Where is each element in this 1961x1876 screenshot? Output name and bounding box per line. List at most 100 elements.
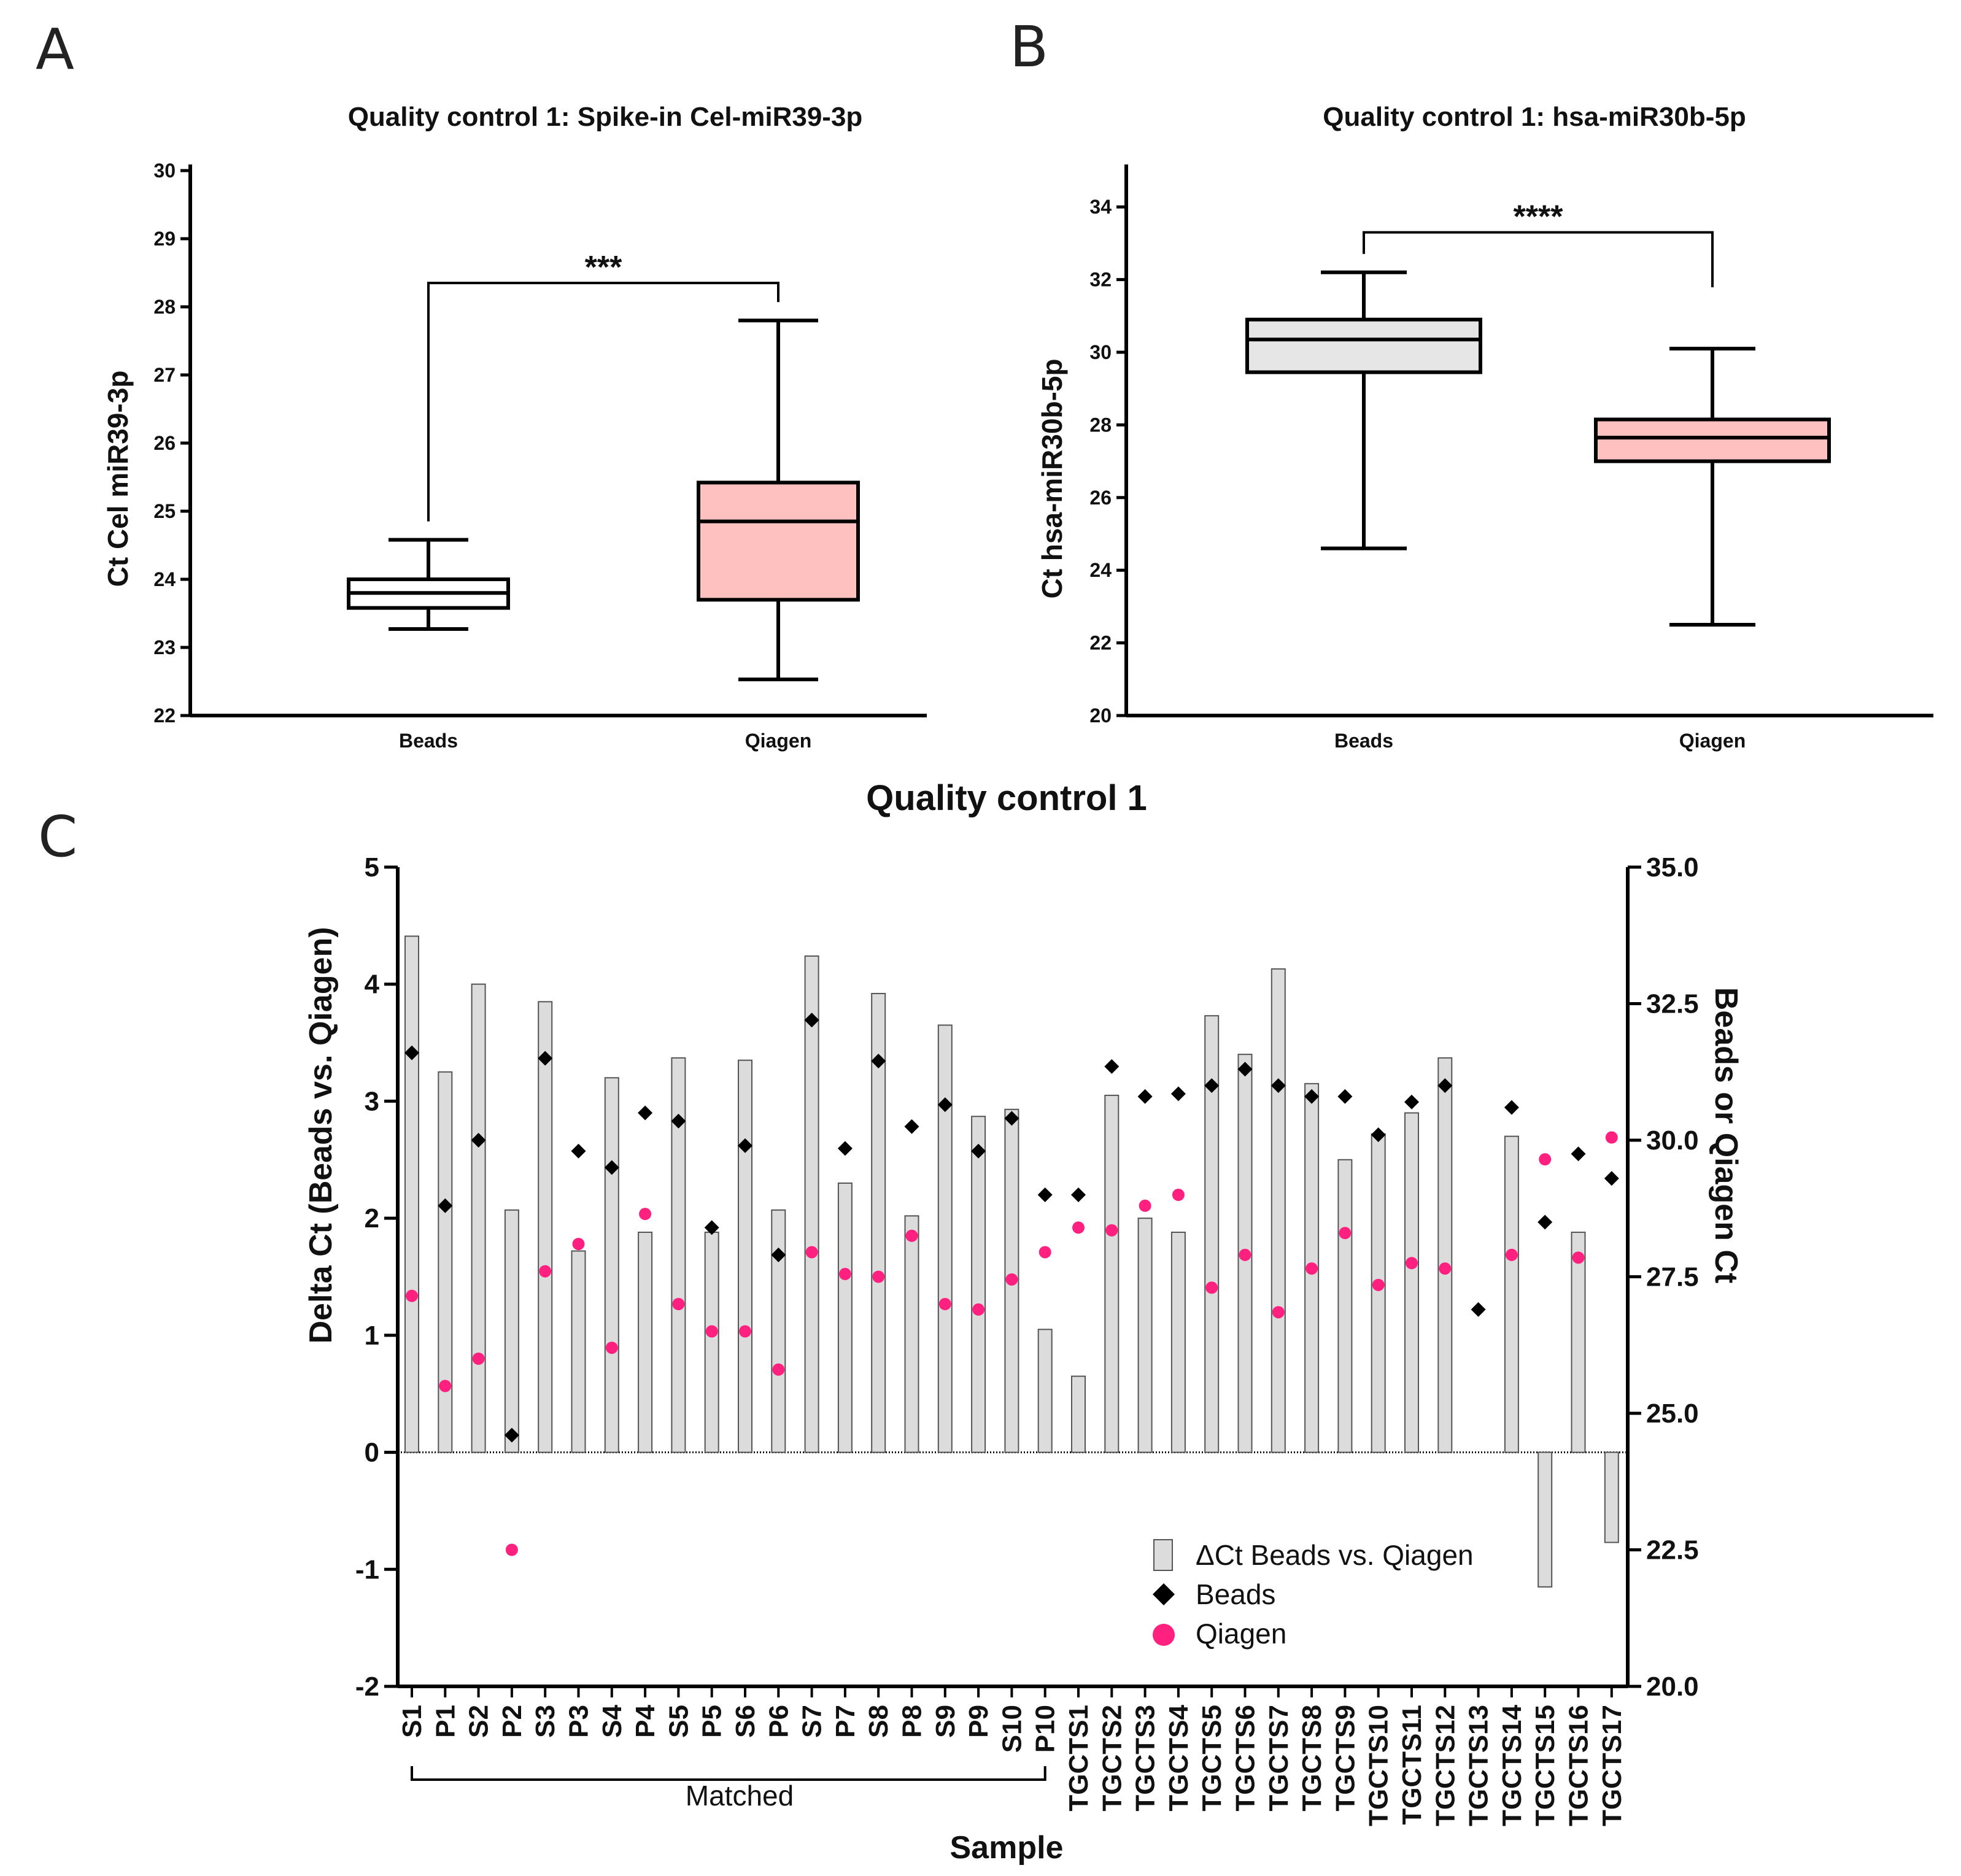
x-tick-label-S8: S8 [864, 1705, 894, 1738]
beads-point-P5 [704, 1220, 719, 1235]
panel-b-ylabel: Ct hsa-miR30b-5p [1036, 358, 1068, 598]
qiagen-point-S5 [672, 1298, 685, 1310]
x-tick-label-S3: S3 [530, 1705, 560, 1738]
panel-c-left-tick-label: -1 [355, 1554, 379, 1585]
panel-b-beads-category-label: Beads [1334, 730, 1393, 752]
x-tick-label-S10: S10 [997, 1705, 1027, 1753]
beads-point-TGCTS14 [1504, 1100, 1519, 1115]
panel-b-significance-label: **** [1514, 199, 1564, 235]
panel-c-left-tick-label: 5 [365, 852, 379, 882]
x-tick-label-P1: P1 [430, 1705, 460, 1738]
x-tick-label-TGCTS10: TGCTS10 [1364, 1705, 1394, 1826]
panel-a-significance-label: *** [585, 250, 622, 285]
x-tick-label-P2: P2 [497, 1705, 527, 1738]
panel-a-ytick-label: 29 [153, 228, 176, 250]
legend-label-delta: ΔCt Beads vs. Qiagen [1196, 1539, 1474, 1571]
delta-bar-P8 [904, 1215, 919, 1453]
panel-b-qiagen-category-label: Qiagen [1679, 730, 1746, 752]
x-tick-label-S1: S1 [397, 1705, 427, 1738]
panel-a-ytick-label: 25 [153, 500, 176, 522]
x-tick-label-TGCTS13: TGCTS13 [1464, 1705, 1494, 1826]
x-tick-label-S5: S5 [663, 1705, 694, 1738]
panel-c-right-tick-label: 35.0 [1646, 852, 1699, 882]
x-tick-label-TGCTS9: TGCTS9 [1330, 1705, 1360, 1812]
beads-point-S8 [871, 1053, 886, 1068]
panel-b-beads-box [1245, 317, 1482, 374]
beads-point-S6 [738, 1138, 752, 1153]
panel-b-ytick-label: 34 [1089, 196, 1112, 218]
qiagen-point-S1 [406, 1289, 418, 1302]
delta-bar-TGCTS17 [1604, 1451, 1619, 1543]
delta-bar-TGCTS15 [1537, 1451, 1553, 1588]
delta-bar-S3 [538, 1001, 553, 1453]
panel-b-ytick-label: 32 [1089, 269, 1112, 291]
beads-point-TGCTS10 [1371, 1127, 1386, 1143]
panel-a-ytick-label: 26 [153, 432, 176, 454]
panel-b-ytick-label: 22 [1089, 632, 1112, 654]
x-tick-label-TGCTS6: TGCTS6 [1231, 1705, 1261, 1812]
qiagen-point-TGCTS3 [1139, 1199, 1151, 1212]
matched-group-bracket [411, 1766, 1046, 1781]
delta-bar-TGCTS11 [1404, 1112, 1419, 1453]
legend: ΔCt Beads vs. Qiagen Beads Qiagen [1153, 1539, 1474, 1650]
delta-bar-TGCTS3 [1137, 1218, 1153, 1453]
delta-bar-TGCTS1 [1071, 1375, 1086, 1453]
beads-point-TGCTS4 [1170, 1086, 1186, 1102]
qiagen-point-S8 [872, 1270, 885, 1283]
delta-bar-S6 [738, 1059, 752, 1453]
x-tick-label-P5: P5 [697, 1705, 727, 1738]
panel-b-ytick-label: 26 [1089, 487, 1112, 509]
x-tick-label-TGCTS1: TGCTS1 [1064, 1705, 1094, 1812]
x-tick-label-TGCTS4: TGCTS4 [1164, 1704, 1194, 1811]
beads-point-TGCTS2 [1104, 1059, 1120, 1074]
panel-b-significance-bracket [1363, 231, 1714, 288]
panel-c-left-tick-label: 0 [365, 1438, 379, 1468]
panel-a-beads-category-label: Beads [399, 730, 458, 752]
beads-point-S1 [404, 1045, 419, 1060]
qiagen-point-TGCTS2 [1105, 1224, 1118, 1237]
qiagen-point-TGCTS8 [1305, 1262, 1318, 1275]
qiagen-point-TGCTS4 [1172, 1189, 1185, 1201]
beads-point-TGCTS9 [1337, 1089, 1353, 1104]
legend-swatch-delta [1153, 1539, 1173, 1571]
panel-c-right-tick-label: 22.5 [1646, 1535, 1699, 1565]
beads-point-P7 [837, 1141, 853, 1156]
beads-point-P1 [438, 1198, 453, 1213]
delta-bar-S4 [604, 1077, 619, 1453]
qiagen-point-TGCTS7 [1272, 1306, 1285, 1319]
x-tick-label-TGCTS8: TGCTS8 [1297, 1705, 1327, 1812]
qiagen-point-TGCTS10 [1372, 1278, 1385, 1291]
panel-c-ylabel-left: Delta Ct (Beads vs. Qiagen) [303, 927, 339, 1343]
x-tick-label-TGCTS2: TGCTS2 [1097, 1705, 1127, 1812]
qiagen-point-P2 [505, 1543, 518, 1556]
beads-point-TGCTS5 [1204, 1078, 1220, 1093]
delta-bar-TGCTS2 [1104, 1094, 1120, 1453]
panel-c-left-tick-label: 2 [365, 1203, 379, 1233]
panel-b-ytick-label: 28 [1089, 414, 1112, 436]
panel-c-right-tick-label: 20.0 [1646, 1672, 1699, 1702]
panel-c-right-tick-label: 30.0 [1646, 1125, 1699, 1156]
delta-bar-P1 [438, 1071, 453, 1453]
panel-c-ylabel-right: Beads or Qiagen Ct [1708, 987, 1744, 1284]
panel-c-left-tick-label: 4 [365, 970, 380, 1000]
beads-point-S5 [671, 1113, 686, 1129]
beads-point-TGCTS3 [1137, 1089, 1153, 1104]
delta-bar-TGCTS16 [1571, 1232, 1586, 1453]
qiagen-point-TGCTS17 [1605, 1131, 1618, 1144]
qiagen-point-P9 [972, 1303, 985, 1316]
beads-point-S2 [471, 1133, 486, 1148]
qiagen-point-TGCTS6 [1239, 1248, 1251, 1261]
delta-bar-TGCTS9 [1337, 1159, 1353, 1453]
panel-a-ytick-label: 23 [153, 636, 176, 658]
panel-c-right-tick-label: 32.5 [1646, 989, 1699, 1019]
beads-point-TGCTS16 [1571, 1146, 1586, 1162]
x-tick-label-S9: S9 [930, 1705, 961, 1738]
delta-bar-P3 [571, 1250, 586, 1453]
panel-a-ytick-label: 30 [153, 160, 176, 182]
qiagen-point-S3 [539, 1265, 552, 1278]
x-tick-label-TGCTS16: TGCTS16 [1564, 1705, 1594, 1826]
panel-b-ytick-label: 24 [1089, 559, 1112, 581]
beads-point-TGCTS12 [1437, 1078, 1453, 1093]
panel-c-right-tick-label: 27.5 [1646, 1262, 1699, 1292]
beads-point-S10 [1004, 1111, 1019, 1126]
